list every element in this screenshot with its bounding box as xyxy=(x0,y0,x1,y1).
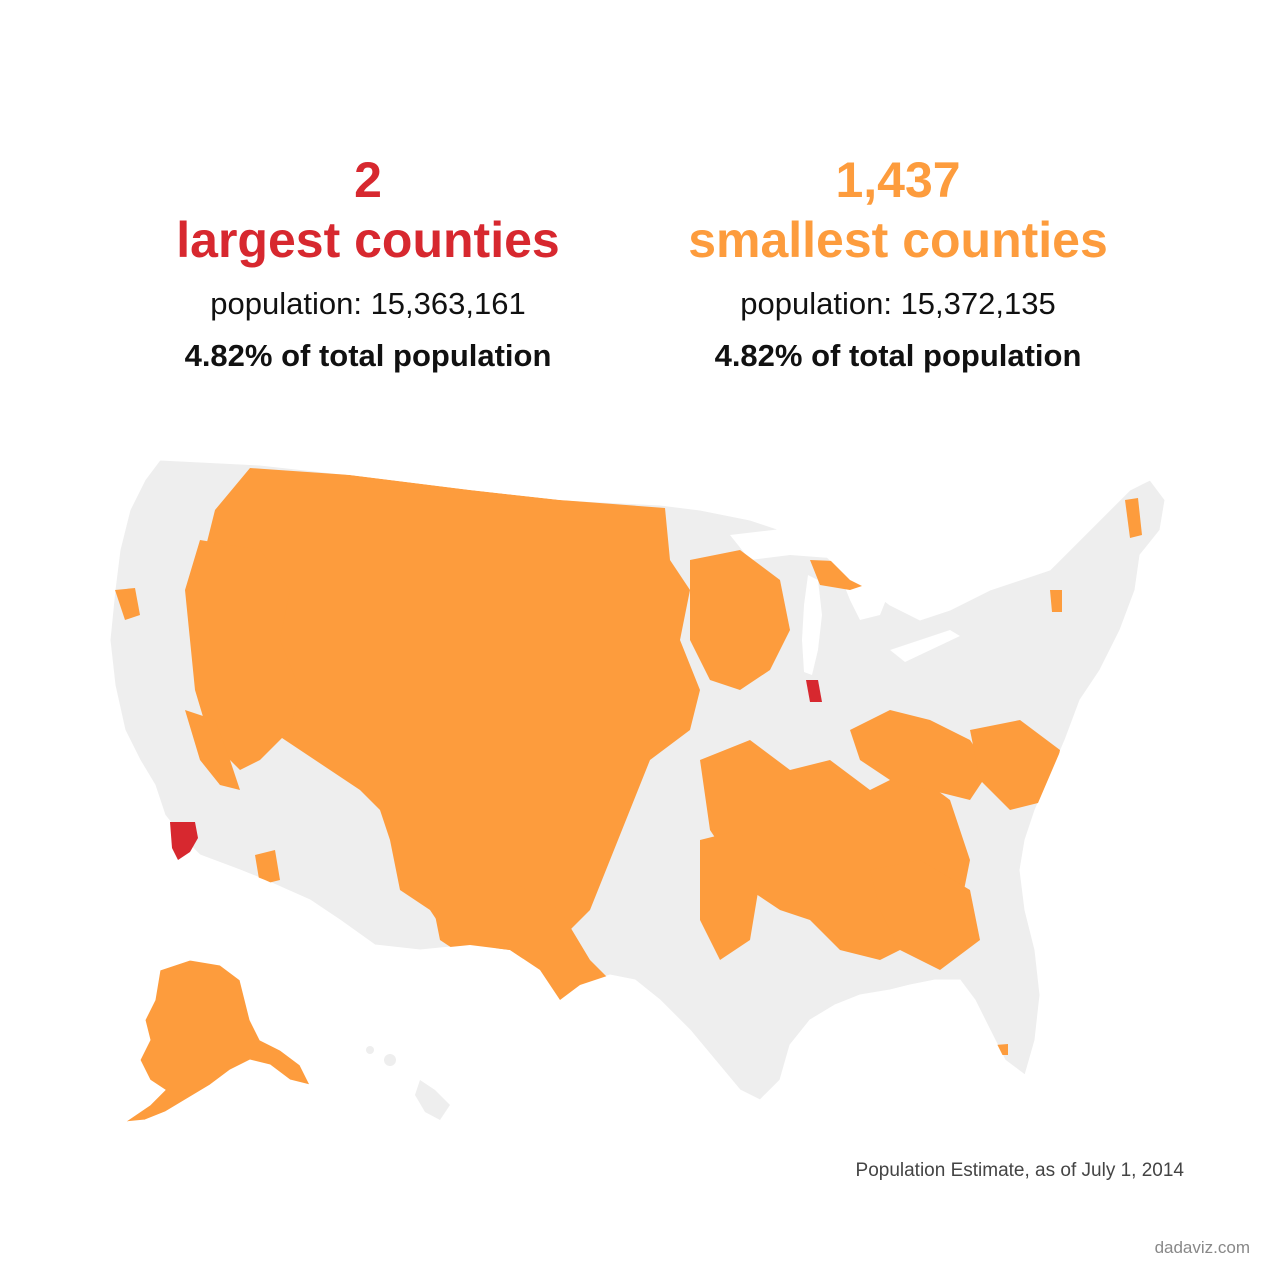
largest-share: 4.82% of total population xyxy=(184,338,552,373)
us-county-map xyxy=(90,440,1200,1140)
smallest-region-vermont xyxy=(1050,590,1062,612)
smallest-region-south-texas xyxy=(550,1020,630,1100)
smallest-counties-layer xyxy=(115,468,1142,1100)
cook-county xyxy=(806,680,822,702)
largest-label: largest counties xyxy=(176,212,560,268)
smallest-region-arizona xyxy=(255,850,280,885)
lake-michigan xyxy=(802,575,822,675)
hawaii-island-small xyxy=(384,1054,396,1066)
smallest-region-interior-west xyxy=(185,540,300,770)
smallest-share: 4.82% of total population xyxy=(714,338,1082,373)
smallest-region-maine xyxy=(1125,498,1142,538)
smallest-region-delta xyxy=(700,830,760,960)
smallest-region-georgia xyxy=(870,860,980,970)
alaska xyxy=(124,959,311,1123)
smallest-region-nevada xyxy=(185,710,240,790)
hawaii-island-tiny xyxy=(366,1046,374,1054)
largest-counties-stat: 2 largest counties population: 15,363,16… xyxy=(88,150,648,376)
largest-population: population: 15,363,161 xyxy=(210,286,526,321)
lake-superior xyxy=(730,528,860,560)
los-angeles-county xyxy=(170,822,198,860)
largest-count: 2 xyxy=(354,152,382,208)
lake-erie xyxy=(890,630,960,662)
smallest-population: population: 15,372,135 xyxy=(740,286,1056,321)
credit: dadaviz.com xyxy=(1154,1238,1250,1257)
caption: Population Estimate, as of July 1, 2014 xyxy=(855,1160,1184,1181)
smallest-region-virginia xyxy=(970,720,1060,810)
hawaii xyxy=(415,1080,450,1120)
smallest-region-appalachia xyxy=(850,710,990,800)
smallest-count: 1,437 xyxy=(835,152,961,208)
smallest-region-upper-midwest xyxy=(690,550,790,690)
smallest-counties-stat: 1,437 smallest counties population: 15,3… xyxy=(618,150,1178,376)
smallest-region-plains xyxy=(200,468,700,960)
us-map-svg xyxy=(109,459,1166,1123)
smallest-region-oregon-coast xyxy=(115,588,140,620)
smallest-label: smallest counties xyxy=(688,212,1108,268)
